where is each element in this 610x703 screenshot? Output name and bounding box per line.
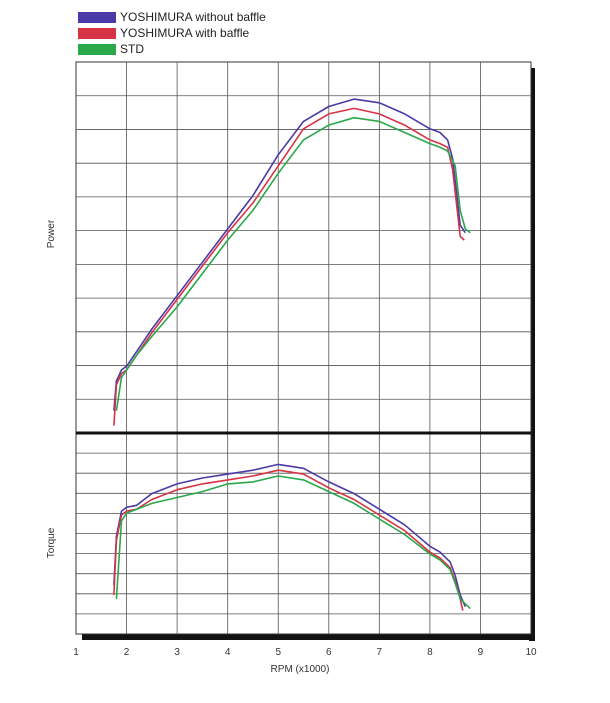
x-tick-label: 1	[73, 647, 79, 658]
torque-series-yoshimura-without-baffle	[113, 463, 467, 608]
power-grid	[76, 62, 531, 433]
x-tick-label: 2	[124, 647, 130, 658]
x-tick-labels: 1 2 3 4 5 6 7 8 9 10	[73, 647, 537, 658]
torque-grid	[76, 433, 531, 634]
x-tick-label: 6	[326, 647, 332, 658]
legend-label: STD	[120, 42, 144, 56]
legend-label: YOSHIMURA with baffle	[120, 26, 250, 40]
x-axis-label: RPM (x1000)	[271, 664, 330, 675]
power-axis-label: Power	[46, 219, 57, 248]
legend-swatch	[78, 11, 116, 23]
power-series-group	[113, 98, 471, 426]
x-tick-label: 7	[377, 647, 383, 658]
plot-frame	[75, 61, 532, 635]
torque-series-std	[115, 475, 471, 610]
plot-shadow-bottom	[82, 634, 535, 640]
x-tick-label: 8	[427, 647, 433, 658]
x-tick-label: 5	[275, 647, 281, 658]
legend-label: YOSHIMURA without baffle	[120, 10, 266, 24]
x-tick-label: 3	[174, 647, 180, 658]
legend-swatch	[78, 27, 116, 39]
legend-item-std: STD	[78, 41, 266, 57]
x-tick-label: 4	[225, 647, 231, 658]
torque-series-yoshimura-with-baffle	[113, 469, 464, 611]
chart-legend: YOSHIMURA without baffle YOSHIMURA with …	[78, 9, 266, 57]
power-series-yoshimura-without-baffle	[113, 98, 466, 411]
legend-item-yoshimura-with-baffle: YOSHIMURA with baffle	[78, 25, 266, 41]
legend-item-yoshimura-without-baffle: YOSHIMURA without baffle	[78, 9, 266, 25]
power-series-std	[115, 116, 471, 411]
legend-swatch	[78, 43, 116, 55]
plot-shadow-right	[529, 68, 535, 641]
torque-series-group	[113, 463, 471, 611]
x-tick-label: 9	[478, 647, 484, 658]
torque-axis-label: Torque	[46, 527, 57, 558]
x-tick-label: 10	[525, 647, 537, 658]
